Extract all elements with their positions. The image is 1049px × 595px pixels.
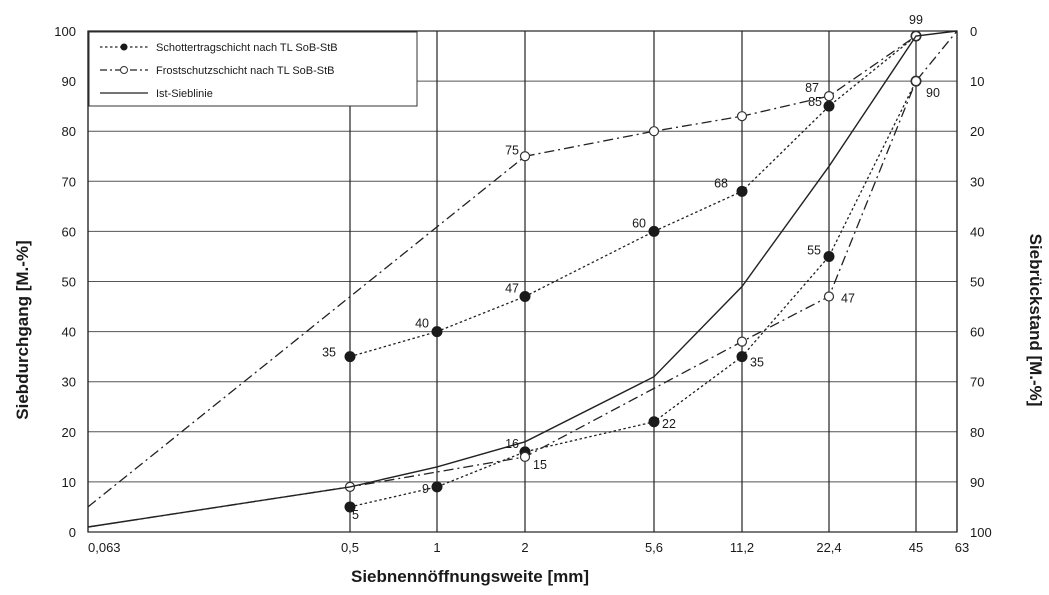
legend-label: Schottertragschicht nach TL SoB-StB	[156, 42, 338, 54]
y2-tick-label: 50	[970, 275, 984, 290]
x-tick-label: 11,2	[730, 540, 754, 555]
x-tick-label: 22,4	[816, 540, 841, 555]
x-tick-label: 63	[955, 540, 969, 555]
data-label: 15	[533, 458, 547, 472]
data-label: 90	[926, 86, 940, 100]
legend: Schottertragschicht nach TL SoB-StB Frost…	[88, 31, 418, 107]
data-label: 47	[841, 292, 855, 306]
data-label: 16	[505, 437, 519, 451]
data-point	[519, 291, 531, 303]
x-tick-label: 2	[521, 540, 528, 555]
y-tick-label: 20	[62, 425, 76, 440]
y-tick-label: 80	[62, 124, 76, 139]
data-point	[736, 185, 748, 197]
data-label: 75	[505, 143, 519, 157]
data-label: 85	[808, 95, 822, 109]
grid	[87, 30, 958, 533]
legend-box	[88, 31, 418, 107]
data-labels: 35 40 47 60 68 85 5 9 16 22 35 55 75 87 99 15 47 90	[322, 13, 940, 522]
y2-tick-label: 70	[970, 375, 984, 390]
x-axis-title: Siebnennöffnungsweite [mm]	[351, 567, 589, 586]
data-label: 99	[909, 13, 923, 27]
x-tick-label: 5,6	[645, 540, 663, 555]
series-line	[349, 35, 917, 358]
series-layer	[87, 30, 958, 528]
y-tick-label: 30	[62, 375, 76, 390]
data-label: 35	[322, 346, 336, 360]
data-label: 87	[805, 81, 819, 95]
data-label: 9	[422, 482, 429, 496]
data-label: 5	[352, 508, 359, 522]
x-tick-label: 1	[433, 540, 440, 555]
data-point	[823, 291, 835, 302]
x-tick-label: 45	[909, 540, 923, 555]
y-tick-label: 0	[69, 525, 76, 540]
x-tick-label: 0,5	[341, 540, 359, 555]
data-point	[910, 75, 922, 87]
data-point	[648, 126, 660, 137]
y-tick-label: 100	[54, 24, 76, 39]
y2-tick-label: 10	[970, 74, 984, 89]
data-point	[519, 151, 531, 162]
data-point	[736, 351, 748, 363]
y-tick-label: 50	[62, 275, 76, 290]
data-label: 47	[505, 282, 519, 296]
data-point	[648, 416, 660, 428]
legend-marker	[120, 66, 128, 74]
data-label: 35	[750, 356, 764, 370]
legend-label: Frostschutzschicht nach TL SoB-StB	[156, 65, 335, 77]
y2-tick-label: 80	[970, 425, 984, 440]
data-point	[823, 250, 835, 262]
data-point	[648, 225, 660, 237]
y-tick-label: 70	[62, 174, 76, 189]
y2-tick-label: 0	[970, 24, 977, 39]
y2-tick-label: 60	[970, 325, 984, 340]
data-label: 40	[415, 317, 429, 331]
data-label: 22	[662, 417, 676, 431]
y2-tick-label: 100	[970, 525, 992, 540]
series-line	[87, 30, 958, 528]
data-point	[344, 351, 356, 363]
x-tick-label: 0,063	[88, 540, 121, 555]
y-tick-label: 40	[62, 325, 76, 340]
legend-marker	[120, 43, 128, 51]
data-point	[736, 336, 748, 347]
data-point	[344, 501, 356, 513]
data-point	[519, 451, 531, 462]
data-point	[823, 91, 835, 102]
data-point	[823, 100, 835, 112]
y-tick-label: 60	[62, 224, 76, 239]
data-point	[431, 481, 443, 493]
data-label: 68	[714, 176, 728, 190]
y2-tick-label: 20	[970, 124, 984, 139]
data-label: 60	[632, 216, 646, 230]
y-tick-label: 10	[62, 475, 76, 490]
data-point	[736, 111, 748, 122]
legend-label: Ist-Sieblinie	[156, 88, 213, 100]
y2-tick-label: 40	[970, 224, 984, 239]
y2-tick-label: 90	[970, 475, 984, 490]
y-axis-title-right: Siebrückstand [M.-%]	[1026, 234, 1045, 407]
series-line	[87, 35, 917, 508]
y-axis-title-left: Siebdurchgang [M.-%]	[13, 240, 32, 419]
tick-labels: 0102030405060708090100100908070605040302…	[54, 24, 991, 555]
data-label: 55	[807, 243, 821, 257]
data-point	[431, 326, 443, 338]
y-tick-label: 90	[62, 74, 76, 89]
plot-frame	[87, 30, 958, 533]
y2-tick-label: 30	[970, 174, 984, 189]
